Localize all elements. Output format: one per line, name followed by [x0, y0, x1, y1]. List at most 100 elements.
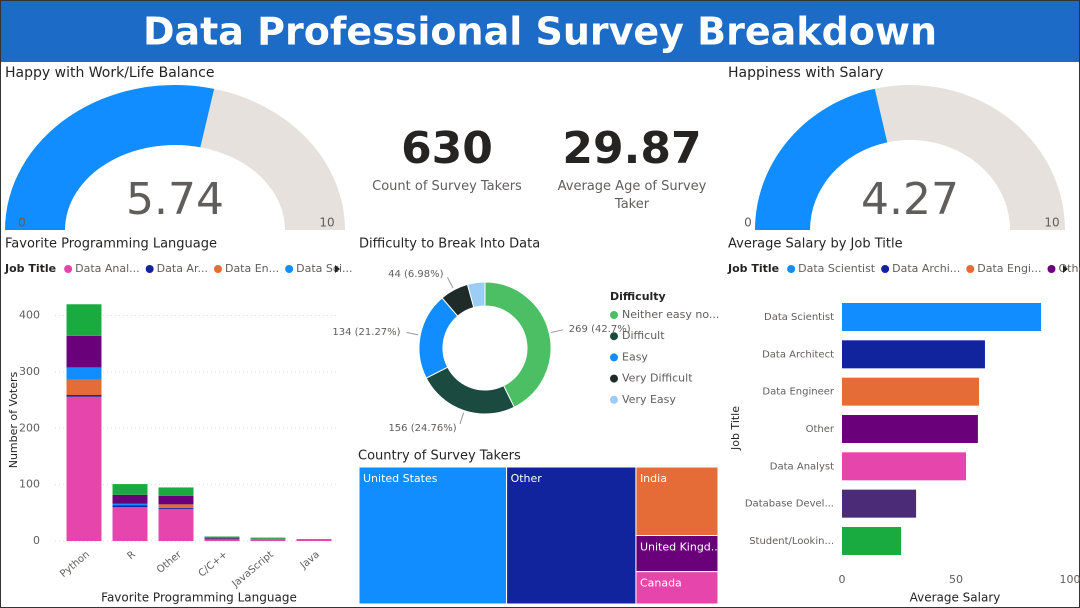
legend-title: Job Title [4, 262, 56, 275]
page-title: Data Professional Survey Breakdown [143, 10, 937, 54]
bar-segment [296, 539, 332, 540]
y-tick-label: 100 [19, 478, 40, 491]
legend-swatch [610, 332, 618, 341]
bar [842, 489, 917, 518]
legend-label: Data En... [225, 262, 279, 275]
donut-slice [425, 366, 515, 415]
kpi-label: Average Age of Survey Taker [557, 179, 707, 212]
legend-swatch [881, 265, 890, 273]
legend-label: Very Easy [622, 393, 676, 406]
y-tick-label: Other [806, 424, 835, 435]
legend-swatch [610, 311, 618, 319]
bar-segment [250, 539, 286, 540]
chart-title: Average Salary by Job Title [728, 237, 903, 252]
legend-swatch [610, 374, 618, 383]
legend-swatch [966, 265, 975, 273]
chart-title: Happiness with Salary [728, 65, 883, 81]
gauge-track [874, 85, 1065, 230]
legend-swatch [285, 265, 294, 273]
gauge-max-label: 10 [1044, 216, 1059, 230]
legend-title: Difficulty [610, 290, 666, 303]
bar [842, 303, 1042, 331]
treemap-label: Canada [640, 577, 682, 590]
y-tick-label: Student/Lookin... [749, 536, 834, 547]
bar-segment [158, 495, 194, 505]
legend-label: Data Scientist [798, 262, 876, 275]
y-tick-label: Data Engineer [762, 387, 834, 398]
bar [842, 526, 902, 555]
donut-slice [466, 281, 486, 309]
legend-label: Data Sci... [296, 262, 352, 275]
x-tick-label: Java [298, 549, 322, 572]
y-tick-label: 0 [33, 534, 40, 547]
gauge-min-label: 0 [744, 216, 752, 230]
y-tick-label: 400 [19, 309, 40, 322]
leader-line [447, 277, 454, 289]
bar [842, 377, 980, 406]
x-tick-label: 100 [1060, 573, 1080, 586]
gauge-max-label: 10 [319, 216, 334, 230]
bar-segment [158, 504, 194, 508]
data-label: 269 (42.7%) [569, 324, 631, 335]
donut-slice [484, 281, 552, 408]
legend-label: Neither easy no... [622, 308, 719, 321]
legend-label: Data Ar... [157, 262, 208, 275]
leader-line [406, 332, 419, 336]
legend-label: Other [1058, 262, 1080, 275]
chart-title: Favorite Programming Language [5, 237, 217, 252]
legend-label: Data Engi... [977, 262, 1041, 275]
bar-segment [112, 507, 148, 541]
gauge-value-label: 4.27 [861, 174, 959, 225]
legend-swatch [1047, 265, 1056, 273]
legend-label: Data Archi... [892, 262, 960, 275]
x-tick-label: 0 [839, 573, 846, 586]
treemap-cell [635, 571, 719, 605]
kpi-card: 29.87 Average Age of Survey Taker [542, 124, 722, 214]
bar-segment [250, 537, 286, 539]
bar-segment [158, 507, 194, 509]
bar-segment [112, 505, 148, 508]
treemap-cell [358, 466, 508, 605]
x-tick-label: Python [58, 549, 92, 580]
treemap-label: United States [363, 472, 438, 485]
legend-swatch [610, 395, 618, 404]
bar-segment [112, 503, 148, 506]
y-tick-label: 200 [19, 421, 40, 434]
data-label: 44 (6.98%) [388, 269, 444, 280]
bar-segment [158, 487, 194, 496]
y-axis-title: Number of Voters [7, 371, 20, 468]
treemap-label: United Kingd... [640, 541, 721, 554]
legend-swatch [64, 265, 73, 273]
y-tick-label: Data Architect [762, 349, 834, 360]
bar-segment [296, 539, 332, 541]
x-tick-label: JavaScript [230, 549, 276, 590]
bar-segment [66, 395, 102, 397]
bar-segment [66, 304, 102, 336]
legend-label: Easy [622, 350, 648, 363]
bar-segment [250, 539, 286, 541]
treemap-cell [635, 466, 719, 536]
bar-segment [204, 538, 240, 540]
kpi-value: 29.87 [562, 123, 702, 174]
bar-segment [250, 538, 286, 540]
x-tick-label: 50 [949, 573, 963, 586]
treemap-cell [506, 466, 637, 605]
bar-segment [112, 484, 148, 495]
legend-more [335, 265, 340, 273]
data-label: 134 (21.27%) [332, 327, 400, 338]
bar-segment [112, 494, 148, 504]
y-tick-label: 300 [19, 365, 40, 378]
header-bar [0, 0, 1080, 62]
gauge-track [200, 88, 345, 230]
bar-segment [204, 536, 240, 539]
bar-segment [66, 367, 102, 380]
x-axis-title: Favorite Programming Language [101, 591, 297, 605]
legend-label: Data Anal... [75, 262, 140, 275]
leader-line [551, 329, 564, 334]
bar [842, 452, 967, 481]
kpi-card: 630 Count of Survey Takers [357, 124, 537, 196]
bar [842, 414, 978, 443]
bar-segment [66, 379, 102, 396]
